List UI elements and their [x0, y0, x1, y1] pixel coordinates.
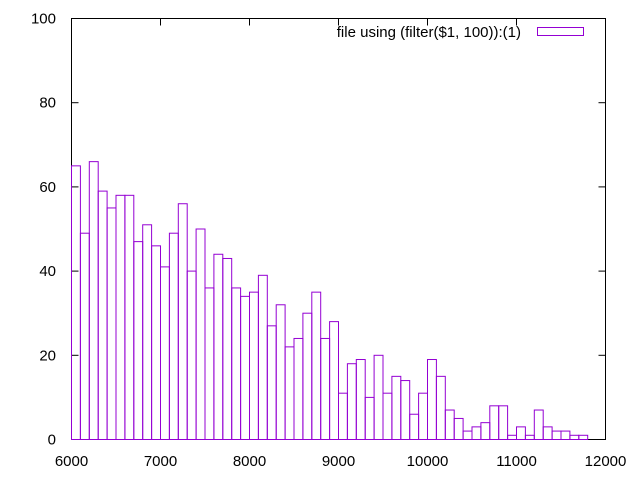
legend-swatch	[537, 27, 584, 36]
histogram-bar	[435, 375, 446, 441]
histogram-bar	[329, 321, 340, 440]
histogram-bar	[578, 434, 589, 441]
histogram-bar	[142, 224, 153, 440]
histogram-bar	[560, 430, 571, 440]
x-tick-label: 8000	[233, 453, 266, 470]
histogram-bar	[551, 430, 562, 440]
histogram-bar	[168, 232, 179, 440]
histogram-bar	[480, 422, 491, 441]
histogram-bars	[71, 161, 589, 441]
histogram-bar	[427, 359, 437, 441]
histogram-bar	[177, 203, 188, 440]
histogram-bar	[88, 161, 99, 440]
histogram-bar	[257, 274, 268, 440]
histogram-bar	[453, 417, 464, 441]
histogram-bar	[106, 207, 117, 440]
histogram-bar	[195, 228, 206, 440]
x-tick-label: 11000	[496, 453, 537, 470]
histogram-bar	[569, 434, 580, 441]
histogram-bar	[498, 405, 509, 441]
histogram-bar	[160, 266, 170, 441]
histogram-bar	[338, 392, 348, 441]
x-tick-label: 6000	[55, 453, 88, 470]
histogram-bar	[249, 291, 259, 440]
histogram-bar	[124, 194, 135, 440]
histogram-bar	[231, 287, 242, 440]
histogram-bar	[524, 434, 535, 441]
x-tick-label: 9000	[322, 453, 355, 470]
histogram-bar	[355, 359, 366, 441]
x-tick-label: 10000	[407, 453, 449, 470]
legend: file using (filter($1, 100)):(1)	[337, 24, 584, 41]
legend-label: file using (filter($1, 100)):(1)	[337, 24, 521, 41]
histogram-bar	[320, 337, 331, 440]
histogram-bar	[302, 312, 313, 441]
histogram-bar	[471, 426, 482, 440]
axis-ticks	[71, 18, 606, 440]
histogram-bar	[489, 405, 500, 441]
histogram-bar	[186, 270, 197, 440]
histogram-bar	[204, 287, 215, 440]
x-tick-label: 12000	[585, 453, 627, 470]
histogram-bar	[516, 426, 526, 440]
histogram-bar	[311, 291, 322, 440]
histogram-bar	[240, 295, 251, 440]
histogram-bar	[222, 257, 233, 440]
histogram-bar	[533, 409, 544, 440]
histogram-bar	[418, 392, 429, 441]
histogram-bar	[346, 363, 357, 440]
histogram-bar	[71, 165, 81, 440]
y-tick-label: 60	[39, 179, 56, 196]
histogram-bar	[444, 409, 455, 440]
histogram-bar	[151, 245, 162, 440]
histogram-bar	[97, 190, 108, 440]
histogram-bar	[507, 434, 518, 441]
histogram-bar	[364, 396, 375, 440]
histogram-bar	[462, 430, 473, 440]
histogram-bar	[293, 337, 304, 440]
histogram-bar	[542, 426, 553, 440]
histogram-bar	[275, 304, 286, 440]
y-tick-label: 0	[48, 432, 56, 449]
y-tick-label: 100	[31, 11, 56, 28]
histogram-bar	[115, 194, 126, 440]
y-tick-label: 20	[39, 347, 56, 364]
histogram-bar	[284, 346, 295, 441]
histogram-bar	[409, 413, 420, 440]
x-tick-label: 7000	[144, 453, 177, 470]
histogram-bar	[79, 232, 90, 440]
y-tick-label: 40	[39, 263, 56, 280]
histogram-bar	[213, 253, 224, 440]
y-tick-label: 80	[39, 95, 56, 112]
histogram-bar	[382, 392, 393, 441]
axis-tick-labels: 6000 7000 8000 9000 10000 11000 12000 0 20 40 60 80…	[31, 11, 626, 471]
histogram-bar	[391, 375, 402, 441]
histogram-bar	[266, 325, 277, 440]
histogram-bar	[400, 380, 411, 440]
histogram-bar	[373, 354, 384, 440]
histogram-bar	[133, 241, 144, 440]
